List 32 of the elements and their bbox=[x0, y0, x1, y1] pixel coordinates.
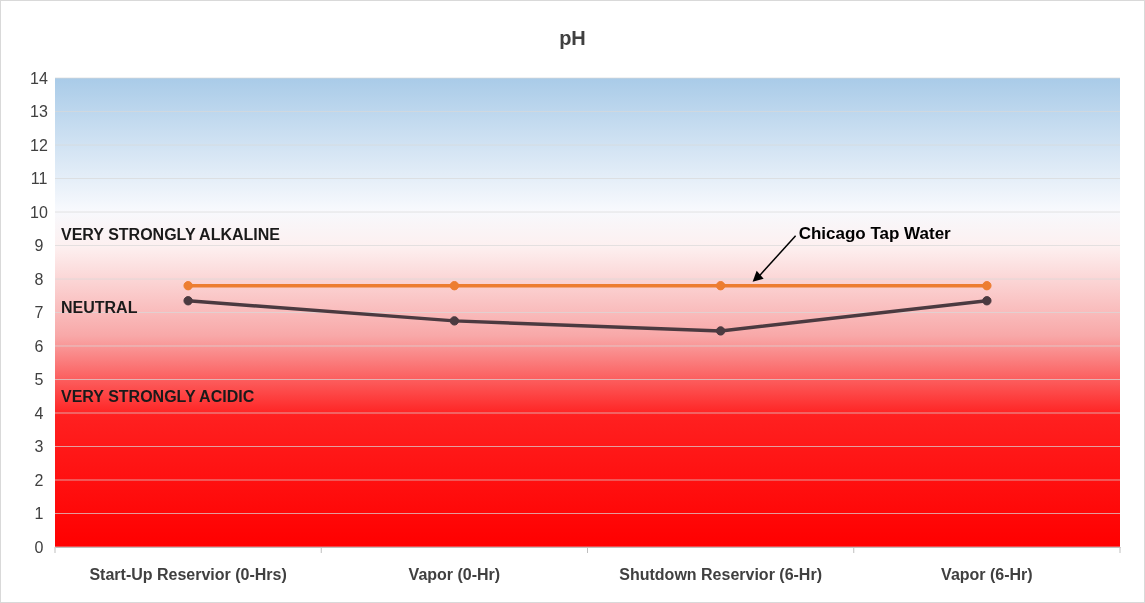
point bbox=[982, 281, 992, 291]
y-tick-label: 2 bbox=[34, 471, 44, 489]
y-tick-label: 7 bbox=[34, 304, 44, 322]
y-tick-label: 4 bbox=[34, 404, 44, 422]
y-tick-label: 12 bbox=[30, 136, 48, 154]
annotation: VERY STRONGLY ALKALINE bbox=[61, 225, 281, 243]
y-tick-label: 11 bbox=[30, 170, 48, 188]
point bbox=[183, 296, 193, 306]
y-tick-label: 13 bbox=[30, 103, 48, 121]
y-tick-label: 5 bbox=[34, 371, 44, 389]
y-tick-label: 8 bbox=[34, 270, 44, 288]
y-tick-label: 9 bbox=[34, 237, 44, 255]
x-tick-label: Shutdown Reservior (6-Hr) bbox=[619, 566, 822, 584]
y-tick-label: 0 bbox=[34, 538, 44, 556]
annotation: VERY STRONGLY ACIDIC bbox=[61, 387, 255, 405]
x-tick-label: Start-Up Reservior (0-Hrs) bbox=[89, 566, 287, 584]
point bbox=[982, 296, 992, 306]
y-tick-label: 3 bbox=[34, 438, 44, 456]
point bbox=[715, 326, 726, 336]
point bbox=[183, 281, 193, 291]
text: Chicago Tap Water bbox=[798, 223, 952, 243]
y-tick-label: 1 bbox=[34, 505, 44, 523]
y-tick-label: 10 bbox=[30, 203, 48, 221]
x-tick-label: Vapor (0-Hr) bbox=[408, 566, 501, 584]
point bbox=[449, 316, 460, 326]
y-tick-label: 6 bbox=[34, 337, 44, 355]
annotation: NEUTRAL bbox=[61, 298, 138, 316]
y-tick-label: 14 bbox=[30, 69, 48, 87]
chart-title: pH bbox=[559, 27, 586, 49]
point bbox=[449, 281, 460, 291]
point bbox=[715, 281, 726, 291]
x-tick-label: Vapor (6-Hr) bbox=[941, 566, 1033, 584]
